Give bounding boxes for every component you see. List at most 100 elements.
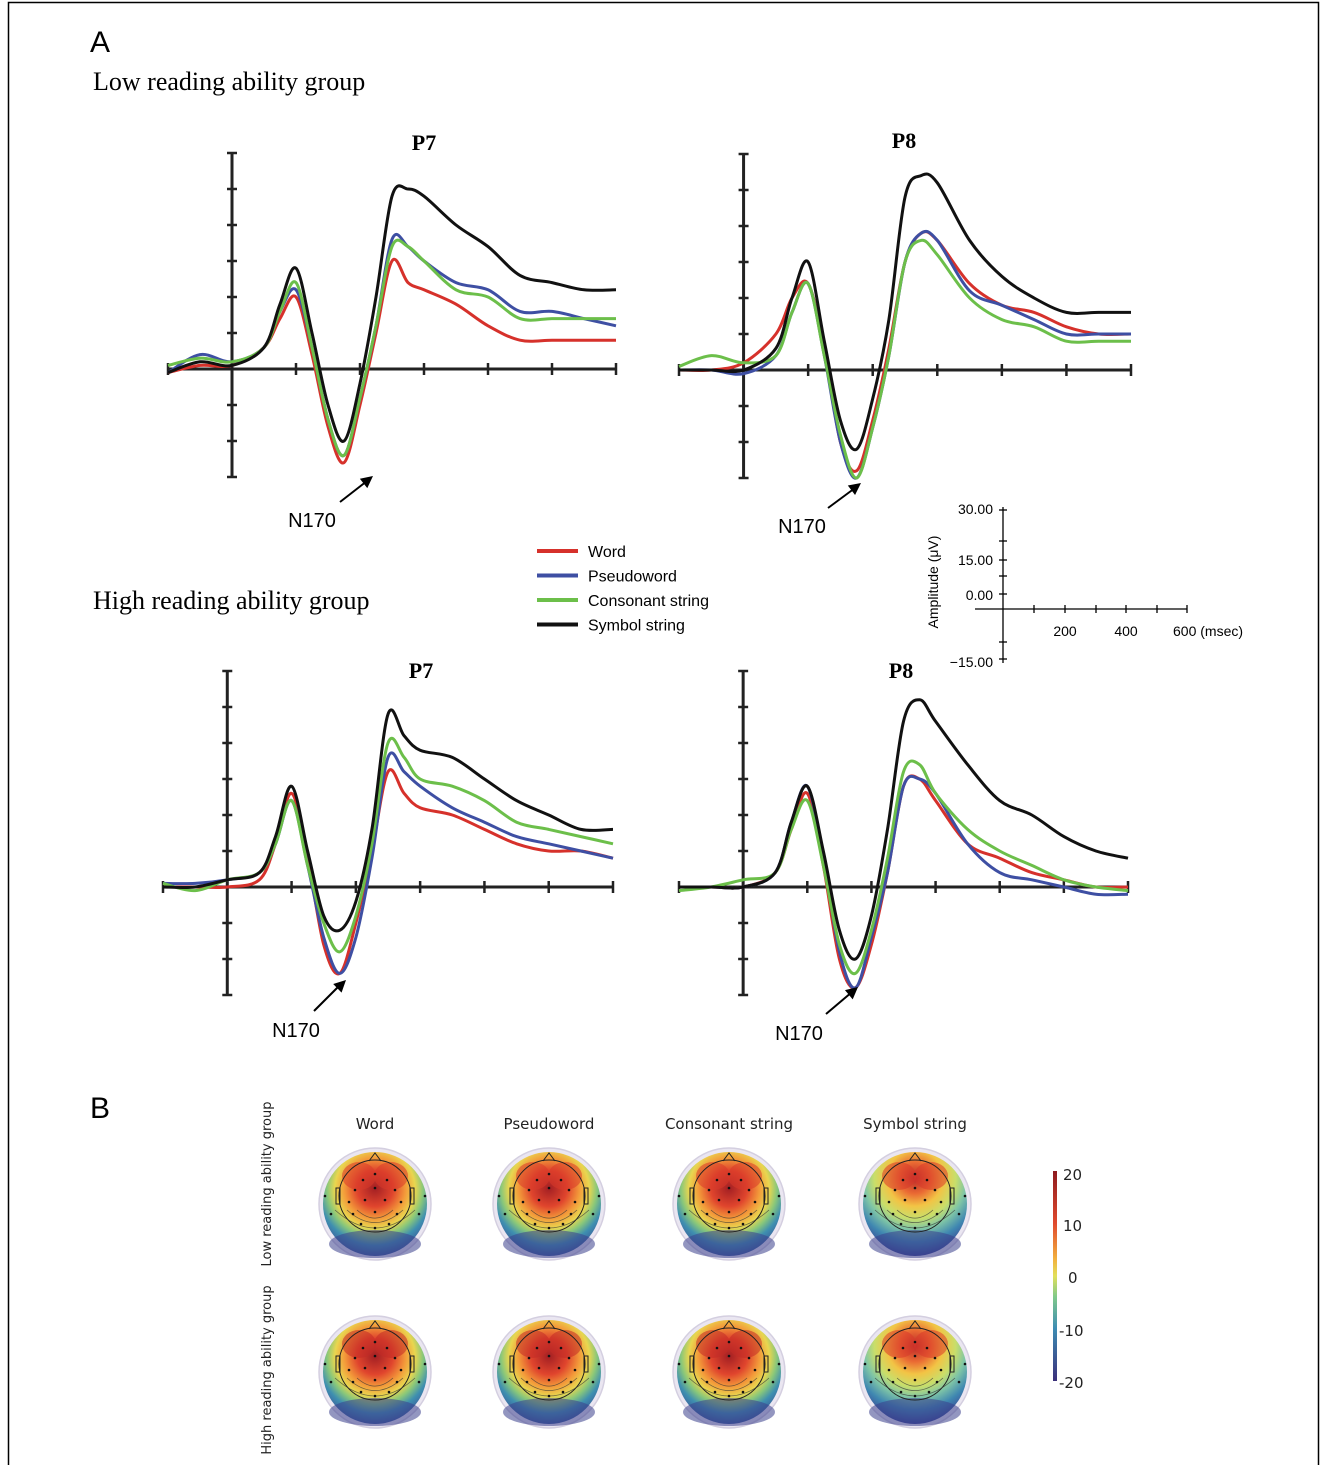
electrode-dot (753, 1200, 757, 1204)
electrode-dot (561, 1222, 565, 1226)
electrode-dot (739, 1178, 743, 1182)
legend-label: Pseudoword (588, 569, 677, 586)
topomap (858, 1147, 972, 1261)
electrode-dot (393, 1356, 397, 1360)
electrode-dot (527, 1356, 531, 1360)
topomap-posterior (869, 1398, 961, 1426)
topomap-lobe (696, 1162, 730, 1190)
n170-arrow (827, 487, 856, 509)
ear-outline (335, 1187, 341, 1205)
electrode-dot (569, 1380, 573, 1384)
electrode-dot (373, 1186, 377, 1190)
electrode-dot (741, 1222, 745, 1226)
electrode-dot (713, 1390, 717, 1394)
electrode-dot (557, 1198, 561, 1202)
series-line-symbol-string (678, 172, 1131, 452)
nose-outline (542, 1320, 556, 1330)
electrode-dot (385, 1346, 389, 1350)
electrode-dot (939, 1368, 943, 1372)
series-line-symbol-string (162, 708, 614, 933)
electrode-dot (567, 1188, 571, 1192)
electrode-dot (701, 1200, 705, 1204)
electrode-dot (777, 1362, 781, 1366)
erp-charts: P7 N170 P8 N170 P7 N170 P8 N170 (161, 128, 1133, 1045)
topomap-posterior (683, 1230, 775, 1258)
electrode-dot (913, 1186, 917, 1190)
head-outline (692, 1159, 766, 1233)
group-title-high: High reading ability group (93, 586, 370, 615)
electrode-dot (329, 1380, 333, 1384)
ear-outline (409, 1187, 415, 1205)
electrode-dot (323, 1362, 327, 1366)
electrode-dot (557, 1366, 561, 1370)
legend-label: Word (588, 544, 626, 561)
electrode-dot (535, 1346, 539, 1350)
series-line-word (162, 768, 614, 976)
n170-label: N170 (775, 1023, 823, 1045)
electrode-dot (939, 1200, 943, 1204)
contour-line (356, 1209, 394, 1219)
electrode-dot (591, 1380, 595, 1384)
electrode-dot (383, 1366, 387, 1370)
electrode-dot (927, 1222, 931, 1226)
electrode-dot (715, 1178, 719, 1182)
electrode-dot (547, 1354, 551, 1358)
electrode-dot (537, 1366, 541, 1370)
electrode-dot (561, 1390, 565, 1394)
electrode-dot (713, 1222, 717, 1226)
electrode-dot (863, 1194, 867, 1198)
electrode-dot (727, 1210, 731, 1214)
electrode-dot (753, 1368, 757, 1372)
electrode-dot (747, 1356, 751, 1360)
electrode-dot (891, 1212, 895, 1216)
electrode-dot (901, 1346, 905, 1350)
n170-label: N170 (288, 510, 336, 532)
topomap-posterior (869, 1230, 961, 1258)
head-outline (692, 1327, 766, 1401)
topomap-posterior (683, 1398, 775, 1426)
topomap-lobe (342, 1162, 376, 1190)
electrode-dot (887, 1200, 891, 1204)
topomap (672, 1147, 786, 1261)
ear-outline (335, 1355, 341, 1373)
electrode-dot (923, 1198, 927, 1202)
series-line-word (678, 230, 1132, 473)
topomap-lobe (882, 1162, 916, 1190)
nose-outline (542, 1152, 556, 1162)
electrode-dot (351, 1212, 355, 1216)
electrode-dot (373, 1210, 377, 1214)
ear-outline (509, 1187, 515, 1205)
electrode-dot (547, 1378, 551, 1382)
electrode-dot (525, 1380, 529, 1384)
electrode-dot (705, 1380, 709, 1384)
electrode-dot (913, 1354, 917, 1358)
electrode-dot (715, 1346, 719, 1350)
topomap-posterior (329, 1230, 421, 1258)
electrode-dot (423, 1194, 427, 1198)
ear-outline (763, 1187, 769, 1205)
series-line-symbol-string (167, 184, 617, 443)
ear-outline (949, 1355, 955, 1373)
colorbar-gradient (1053, 1171, 1057, 1381)
colorbar: 20 10 0 -10 -20 (1053, 1166, 1084, 1392)
topomap-posterior (503, 1398, 595, 1426)
electrode-dot (525, 1212, 529, 1216)
n170-arrowhead (847, 483, 861, 496)
contour-line (710, 1377, 748, 1387)
contour-line (896, 1209, 934, 1219)
electrode-dot (547, 1226, 551, 1230)
topomap (492, 1315, 606, 1429)
ear-outline (875, 1355, 881, 1373)
electrode-dot (899, 1390, 903, 1394)
topo-col-pseudoword: Pseudoword (504, 1115, 595, 1133)
electrode-dot (547, 1172, 551, 1176)
colorbar-tick-10: 10 (1063, 1217, 1082, 1235)
electrode-dot (503, 1212, 507, 1216)
topo-col-word: Word (356, 1115, 395, 1133)
topomap-lobe (914, 1162, 948, 1190)
electrode-dot (521, 1200, 525, 1204)
topomap-lobe (342, 1330, 376, 1358)
topo-col-symbol: Symbol string (863, 1115, 967, 1133)
electrode-dot (547, 1210, 551, 1214)
scale-xtick-200: 200 (1053, 623, 1077, 639)
